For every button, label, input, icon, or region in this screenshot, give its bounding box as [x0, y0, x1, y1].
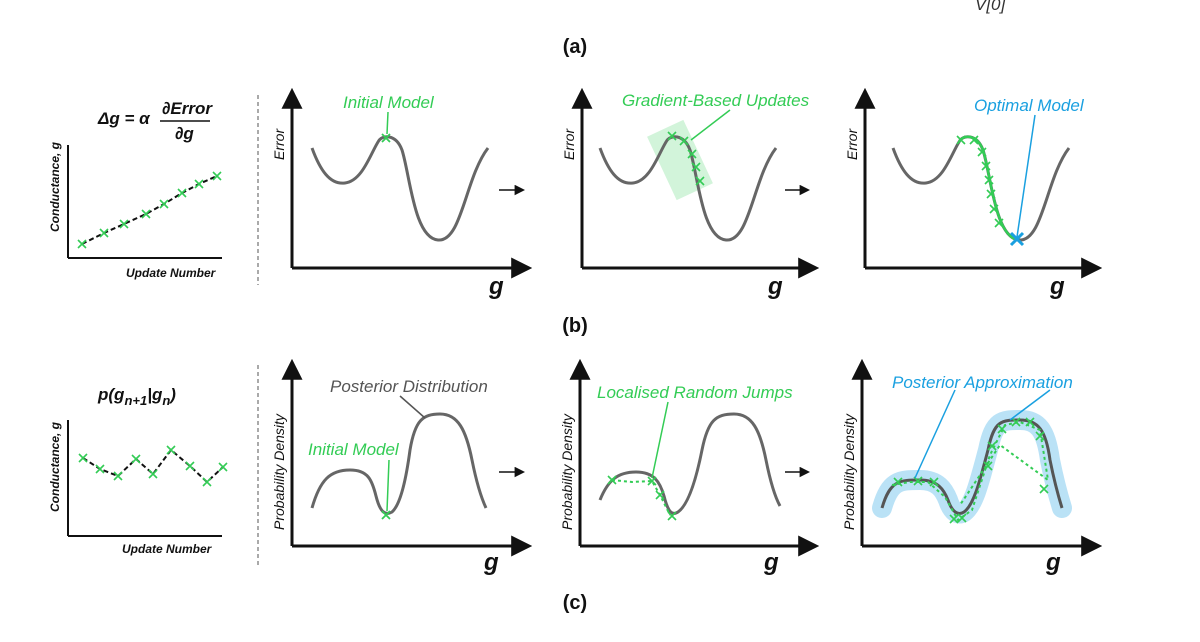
error-plot-optimal: Optimal Model Error g: [844, 87, 1103, 300]
posterior-curve: [880, 418, 1064, 515]
approximation-pointer-right: [1009, 389, 1051, 421]
initial-model-marker: [381, 510, 391, 520]
small-xlabel: Update Number: [122, 542, 213, 556]
xlabel-g: g: [1045, 549, 1061, 576]
small-ylabel: Conductance, g: [48, 141, 62, 232]
gradient-formula: Δg = α ∂Error ∂g: [97, 99, 213, 143]
optimal-pointer: [1016, 114, 1036, 238]
ylabel-probability-density: Probability Density: [271, 413, 287, 530]
annotation-initial-model: Initial Model: [343, 93, 435, 112]
annotation-optimal-model: Optimal Model: [974, 96, 1085, 115]
annotation-gradient-updates: Gradient-Based Updates: [622, 91, 810, 110]
xlabel-g: g: [767, 273, 783, 300]
posterior-curve: [310, 412, 488, 515]
ylabel-error: Error: [561, 128, 577, 160]
jump-markers: [607, 475, 677, 521]
optimal-path: [957, 135, 1020, 242]
small-ylabel: Conductance, g: [48, 421, 62, 512]
initial-model-marker: [381, 133, 391, 143]
xlabel-g: g: [763, 549, 779, 576]
annotation-posterior-approximation: Posterior Approximation: [892, 373, 1073, 392]
panel-label-a: (a): [563, 36, 587, 58]
random-update-markers: [78, 445, 228, 487]
density-plot-initial: Posterior Distribution Initial Model Pro…: [271, 358, 533, 576]
ylabel-error: Error: [271, 128, 287, 160]
density-plot-jumps: Localised Random Jumps Probability Densi…: [559, 358, 820, 576]
xlabel-g: g: [483, 549, 499, 576]
density-plot-approximation: Posterior Approximation Probability Dens…: [841, 358, 1103, 576]
annotation-random-jumps: Localised Random Jumps: [597, 383, 793, 402]
transition-formula: p(gn+1|gn): [97, 385, 176, 408]
jump-pointer: [651, 401, 669, 479]
approximation-pointer-left: [914, 389, 956, 479]
xlabel-g: g: [488, 273, 504, 300]
posterior-curve: [598, 412, 782, 515]
panel-label-b: (b): [562, 315, 588, 337]
linear-update-markers: [77, 171, 222, 249]
conductance-chart-random: Conductance, g Update Number: [48, 420, 228, 556]
formula-lhs: Δg = α: [97, 109, 151, 128]
jump-trace: [611, 479, 671, 516]
formula-denominator: ∂g: [175, 124, 194, 143]
optimal-model-marker: [1009, 231, 1025, 247]
sample-trace: [891, 420, 1050, 522]
optimal-markers: [956, 135, 1004, 228]
conductance-chart-linear: Conductance, g Update Number: [48, 141, 222, 280]
error-curve: [598, 135, 778, 242]
panel-c: p(gn+1|gn) Conductance, g Update Number: [48, 358, 1103, 576]
sample-markers: [893, 417, 1049, 524]
corner-label: V[0]: [975, 0, 1007, 14]
annotation-posterior-distribution: Posterior Distribution: [330, 377, 488, 396]
gradient-pointer: [690, 109, 731, 141]
ylabel-probability-density: Probability Density: [841, 413, 857, 530]
random-update-line: [82, 448, 224, 484]
xlabel-g: g: [1049, 273, 1065, 300]
formula-numerator: ∂Error: [162, 99, 213, 118]
linear-update-line: [81, 175, 218, 245]
panel-b: Δg = α ∂Error ∂g Conductance, g Update N…: [48, 87, 1103, 300]
gradient-markers: [667, 131, 705, 186]
formula-main: p(gn+1|gn): [97, 385, 176, 408]
error-plot-initial: Initial Model Error g: [271, 87, 533, 300]
ylabel-error: Error: [844, 128, 860, 160]
initial-pointer: [386, 459, 390, 512]
panel-label-c: (c): [563, 592, 587, 614]
annotation-initial-model: Initial Model: [308, 440, 400, 459]
error-plot-gradient: Gradient-Based Updates Error g: [561, 87, 820, 300]
posterior-pointer: [399, 395, 426, 419]
small-xlabel: Update Number: [126, 266, 217, 280]
ylabel-probability-density: Probability Density: [559, 413, 575, 530]
error-curve: [310, 135, 490, 242]
initial-pointer: [386, 111, 389, 135]
